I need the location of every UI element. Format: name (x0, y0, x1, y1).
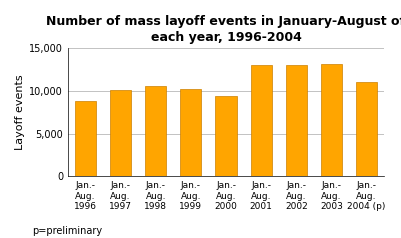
Bar (145, 86, 166, 176)
Bar (251, 65, 271, 176)
Title: Number of mass layoff events in January-August of
each year, 1996-2004: Number of mass layoff events in January-… (47, 15, 401, 44)
Bar (180, 89, 201, 176)
Bar (215, 96, 237, 176)
Bar (110, 90, 131, 176)
Y-axis label: Layoff events: Layoff events (15, 74, 25, 150)
Bar (75, 101, 96, 176)
Bar (356, 82, 377, 176)
Bar (286, 65, 307, 176)
Text: p=preliminary: p=preliminary (32, 226, 102, 236)
Bar (321, 64, 342, 176)
